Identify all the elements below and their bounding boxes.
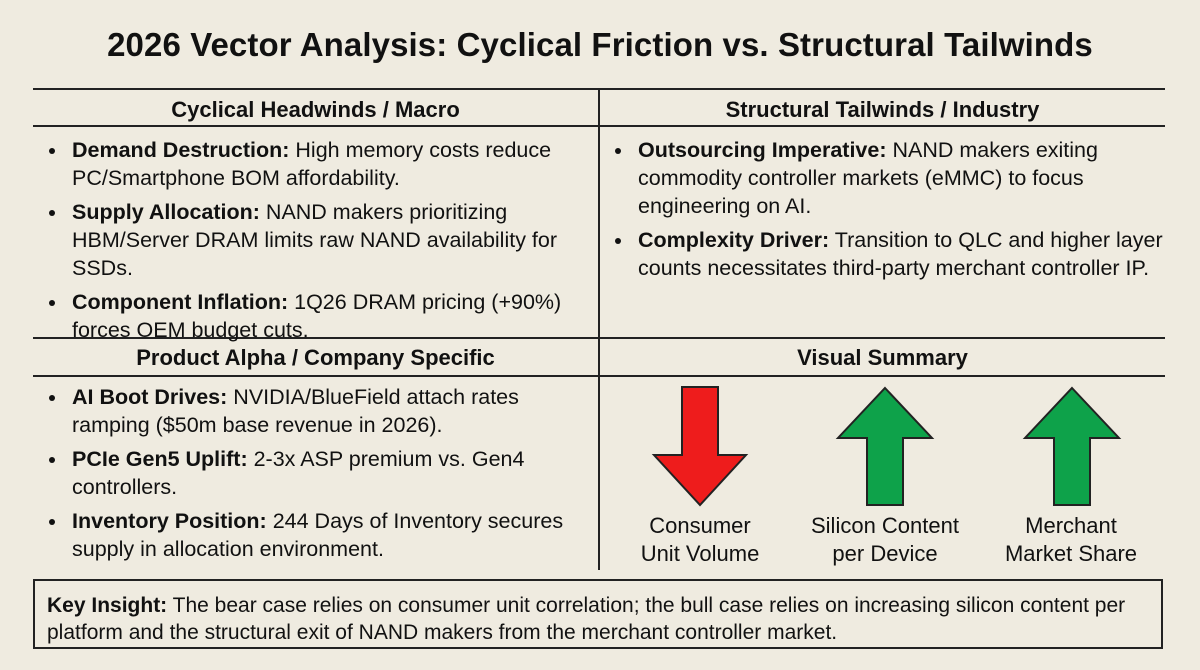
up-arrow-icon — [1022, 386, 1122, 506]
bullet-text: 244 Days of Inventory secures supply in … — [72, 509, 564, 561]
bullet-text: NVIDIA/BlueField attach rates ramping ($… — [72, 385, 519, 437]
arrow-label-silicon: Silicon Content per Device — [785, 512, 985, 568]
page-title: 2026 Vector Analysis: Cyclical Friction … — [107, 26, 1093, 63]
bullet-term: Component Inflation: — [72, 290, 289, 314]
arrow-label-merchant: Merchant Market Share — [971, 512, 1171, 568]
bullet-text: Transition to QLC and higher layer count… — [638, 228, 1163, 280]
bullet-term: Outsourcing Imperative: — [638, 138, 887, 162]
grid-center-divider — [598, 88, 600, 570]
list-item: PCIe Gen5 Uplift: 2-3x ASP premium vs. G… — [68, 445, 588, 501]
list-item: Outsourcing Imperative: NAND makers exit… — [634, 136, 1164, 220]
bullet-text: NAND makers prioritizing HBM/Server DRAM… — [72, 200, 558, 280]
arrow-label-line: per Device — [832, 541, 938, 566]
bullet-term: AI Boot Drives: — [72, 385, 228, 409]
tailwinds-heading: Structural Tailwinds / Industry — [725, 97, 1040, 122]
insight-text: The bear case relies on consumer unit co… — [47, 594, 1126, 644]
list-item: Complexity Driver: Transition to QLC and… — [634, 226, 1164, 282]
alpha-heading: Product Alpha / Company Specific — [136, 345, 495, 370]
list-item: Supply Allocation: NAND makers prioritiz… — [68, 198, 588, 282]
list-item: Demand Destruction: High memory costs re… — [68, 136, 588, 192]
bullet-term: Supply Allocation: — [72, 200, 260, 224]
down-arrow-icon — [651, 386, 749, 507]
bullet-term: Complexity Driver: — [638, 228, 830, 252]
arrow-label-line: Market Share — [1004, 541, 1138, 566]
arrow-label-line: Unit Volume — [640, 541, 760, 566]
bullet-text: 2-3x ASP premium vs. Gen4 controllers. — [72, 447, 525, 499]
bullet-term: Demand Destruction: — [72, 138, 290, 162]
up-arrow-icon — [835, 386, 935, 506]
summary-heading: Visual Summary — [797, 345, 968, 370]
arrow-label-line: Consumer — [649, 513, 751, 538]
headwinds-list: Demand Destruction: High memory costs re… — [40, 136, 588, 350]
key-insight-box: Key Insight: The bear case relies on con… — [33, 579, 1163, 649]
alpha-list: AI Boot Drives: NVIDIA/BlueField attach … — [40, 383, 588, 569]
bullet-text: 1Q26 DRAM pricing (+90%) forces OEM budg… — [72, 290, 562, 342]
list-item: Component Inflation: 1Q26 DRAM pricing (… — [68, 288, 588, 344]
insight-term: Key Insight: — [47, 594, 168, 617]
headwinds-heading: Cyclical Headwinds / Macro — [171, 97, 460, 122]
list-item: Inventory Position: 244 Days of Inventor… — [68, 507, 588, 563]
bullet-text: NAND makers exiting commodity controller… — [638, 138, 1098, 218]
bullet-term: Inventory Position: — [72, 509, 267, 533]
arrow-label-consumer: Consumer Unit Volume — [600, 512, 800, 568]
arrow-label-line: Silicon Content — [811, 513, 959, 538]
bullet-term: PCIe Gen5 Uplift: — [72, 447, 248, 471]
tailwinds-list: Outsourcing Imperative: NAND makers exit… — [606, 136, 1164, 288]
bullet-text: High memory costs reduce PC/Smartphone B… — [72, 138, 552, 190]
list-item: AI Boot Drives: NVIDIA/BlueField attach … — [68, 383, 588, 439]
arrow-label-line: Merchant — [1025, 513, 1117, 538]
